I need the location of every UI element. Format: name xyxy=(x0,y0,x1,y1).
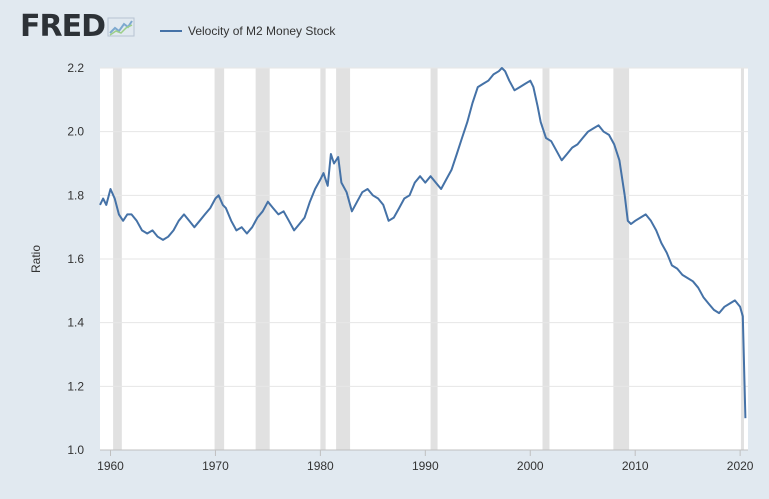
x-tick-label: 1980 xyxy=(307,459,334,473)
series-layer xyxy=(99,67,747,419)
y-axis-title: Ratio xyxy=(29,245,43,273)
y-tick-label: 1.6 xyxy=(67,252,84,266)
gridlines xyxy=(100,67,748,451)
x-tick-label: 1960 xyxy=(97,459,124,473)
fred-logo[interactable]: FRED xyxy=(20,12,135,42)
legend-label: Velocity of M2 Money Stock xyxy=(188,24,336,38)
y-axis-ticks: 1.0 1.2 1.4 1.6 1.8 2.0 2.2 xyxy=(67,61,84,457)
chart-logo-icon xyxy=(107,17,135,37)
series-line-velocity-m2[interactable] xyxy=(99,67,747,419)
x-tick-label: 2010 xyxy=(622,459,649,473)
x-tick-label: 2020 xyxy=(727,459,754,473)
x-tick-label: 1970 xyxy=(202,459,229,473)
x-tick-label: 1990 xyxy=(412,459,439,473)
logo-text: FRED xyxy=(20,9,106,44)
legend-swatch xyxy=(160,30,182,32)
y-tick-label: 1.4 xyxy=(67,316,84,330)
x-axis-ticks: 1960 1970 1980 1990 2000 2010 2020 xyxy=(97,450,754,473)
y-tick-label: 1.2 xyxy=(67,379,84,393)
y-tick-label: 1.0 xyxy=(67,443,84,457)
y-tick-label: 2.2 xyxy=(67,61,84,75)
chart-legend: Velocity of M2 Money Stock xyxy=(160,24,335,38)
y-tick-label: 2.0 xyxy=(67,125,84,139)
x-tick-label: 2000 xyxy=(517,459,544,473)
y-tick-label: 1.8 xyxy=(67,188,84,202)
